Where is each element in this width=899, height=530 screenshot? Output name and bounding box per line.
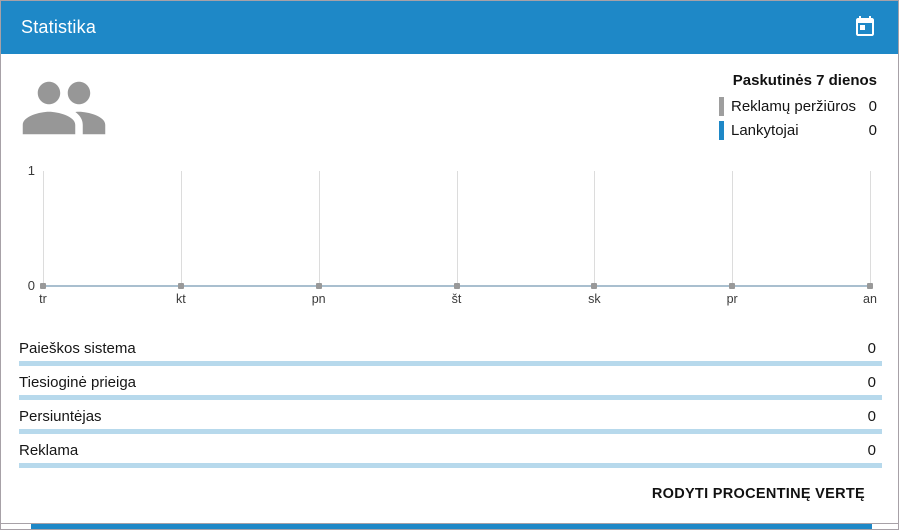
x-axis-tick-label: sk [588,292,601,306]
x-axis-tick-label: tr [39,292,47,306]
calendar-icon [853,14,877,41]
source-value: 0 [867,442,876,459]
source-value: 0 [867,408,876,425]
visitors-people-icon [19,63,109,158]
list-item: Reklama 0 [19,436,882,470]
chart-gridline [318,171,320,286]
source-progress-bar [19,395,882,400]
legend-item-value: 0 [868,98,877,115]
x-axis-tick-label: št [451,292,462,306]
next-widget-header-strip [31,524,872,529]
card-bottom-border [1,523,898,524]
source-label: Reklama [19,442,79,459]
visitors-marker [719,121,724,140]
source-progress-bar [19,429,882,434]
source-progress-bar [19,463,882,468]
legend-item-visitors: Lankytojai 0 [719,121,877,140]
chart-gridline [456,171,458,286]
chart-gridline [43,171,44,286]
source-value: 0 [867,340,876,357]
x-axis-tick-label: pr [726,292,738,306]
legend-period-label: Paskutinės 7 dienos [732,72,877,89]
show-percentage-button[interactable]: RODYTI PROCENTINĘ VERTĘ [650,482,867,506]
data-point-dot [591,283,598,289]
data-point-dot [40,283,46,289]
widget-title: Statistika [21,17,97,37]
y-axis-tick-min: 0 [27,278,35,293]
list-item: Paieškos sistema 0 [19,334,882,368]
ad-views-marker [719,97,724,116]
legend-item-value: 0 [868,122,877,139]
x-axis-tick-label: pn [311,292,326,306]
plot-area: tr kt pn št sk pr an [39,171,877,306]
x-axis-tick-label: an [863,292,877,306]
data-point-dot [453,283,460,289]
source-value: 0 [867,374,876,391]
visitors-line-chart: 1 0 tr kt pn št sk pr an [1,164,898,312]
legend-item-label: Reklamų peržiūros [731,98,857,115]
chart-gridline [180,171,182,286]
chart-gridline [732,171,734,286]
widget-header: Statistika [1,1,898,54]
chart-gridline [870,171,871,286]
data-point-dot [867,283,873,289]
list-item: Tiesioginė prieiga 0 [19,368,882,402]
list-item: Persiuntėjas 0 [19,402,882,436]
chart-legend: Paskutinės 7 dienos Reklamų peržiūros 0 … [719,72,877,145]
traffic-sources-list: Paieškos sistema 0 Tiesioginė prieiga 0 … [19,334,882,470]
x-axis-tick-label: kt [175,292,186,306]
data-point-dot [315,283,322,289]
y-axis-tick-max: 1 [27,163,35,178]
date-range-button[interactable] [852,15,878,41]
legend-item-ad-views: Reklamų peržiūros 0 [719,97,877,116]
data-point-dot [177,283,184,289]
chart-gridline [594,171,596,286]
source-label: Tiesioginė prieiga [19,374,137,391]
source-progress-bar [19,361,882,366]
data-point-dot [729,283,736,289]
source-label: Persiuntėjas [19,408,102,425]
source-label: Paieškos sistema [19,340,136,357]
legend-item-label: Lankytojai [731,122,799,139]
